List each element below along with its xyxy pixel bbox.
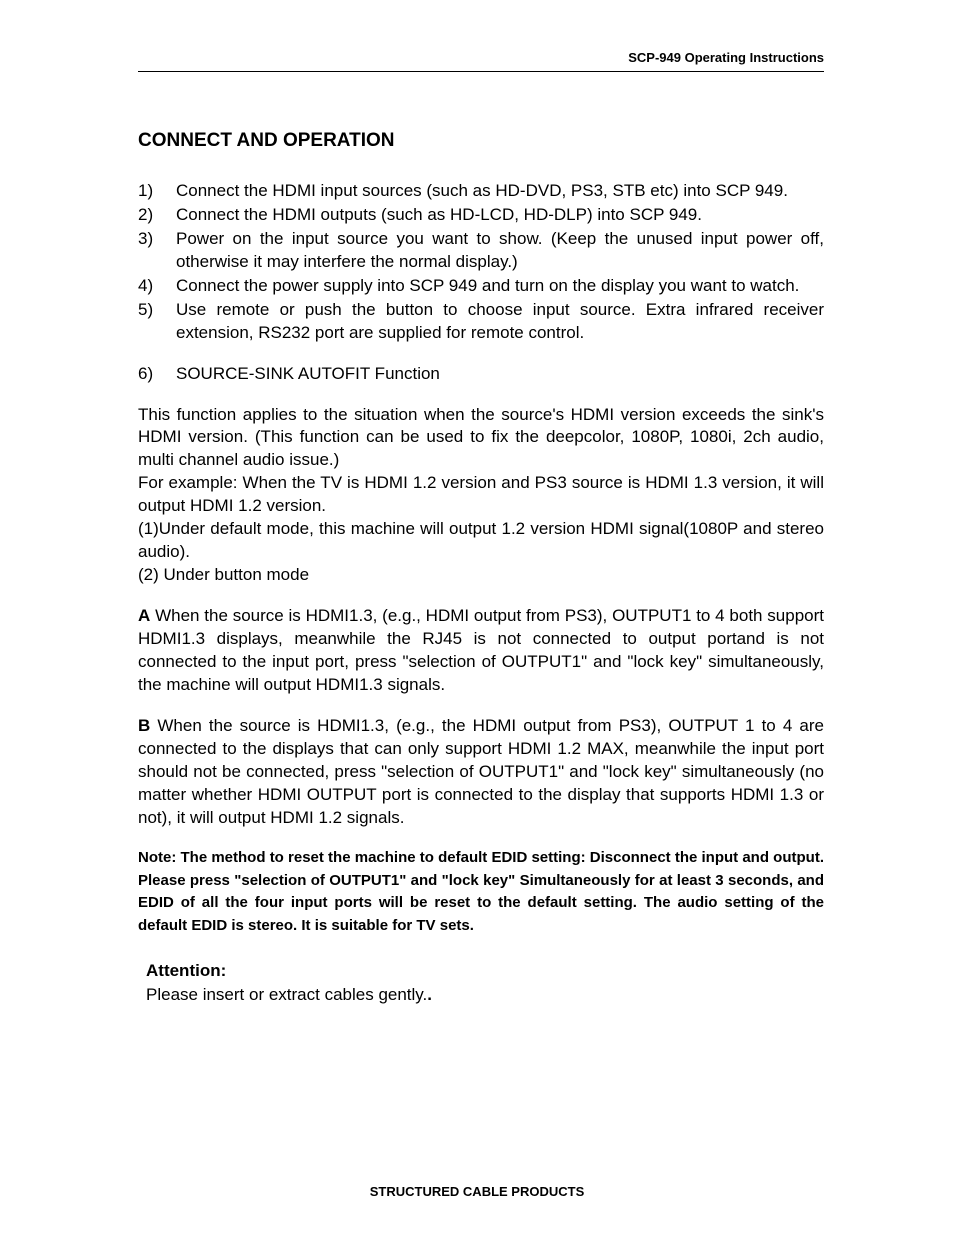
list-item: 6) SOURCE-SINK AUTOFIT Function <box>138 363 824 386</box>
item-number: 4) <box>138 275 176 298</box>
numbered-list: 1) Connect the HDMI input sources (such … <box>138 180 824 386</box>
letter-b-label: B <box>138 716 150 735</box>
item-number: 5) <box>138 299 176 345</box>
list-item: 2) Connect the HDMI outputs (such as HD-… <box>138 204 824 227</box>
body-paragraph: (2) Under button mode <box>138 564 824 587</box>
attention-text: Please insert or extract cables gently.. <box>146 983 824 1007</box>
letter-a-label: A <box>138 606 150 625</box>
lettered-paragraph-b: B When the source is HDMI1.3, (e.g., the… <box>138 715 824 830</box>
page-footer: STRUCTURED CABLE PRODUCTS <box>0 1184 954 1199</box>
item-text: Power on the input source you want to sh… <box>176 228 824 274</box>
document-header: SCP-949 Operating Instructions <box>138 50 824 72</box>
footer-text: STRUCTURED CABLE PRODUCTS <box>370 1184 585 1199</box>
body-paragraph: (1)Under default mode, this machine will… <box>138 518 824 564</box>
letter-b-text: When the source is HDMI1.3, (e.g., the H… <box>138 716 824 827</box>
section-title: CONNECT AND OPERATION <box>138 130 824 152</box>
body-paragraph: For example: When the TV is HDMI 1.2 ver… <box>138 472 824 518</box>
item-text: Connect the HDMI outputs (such as HD-LCD… <box>176 204 824 227</box>
item-text: Use remote or push the button to choose … <box>176 299 824 345</box>
body-block: This function applies to the situation w… <box>138 404 824 588</box>
list-item: 5) Use remote or push the button to choo… <box>138 299 824 345</box>
letter-a-text: When the source is HDMI1.3, (e.g., HDMI … <box>138 606 824 694</box>
item-number: 3) <box>138 228 176 274</box>
note-block: Note: The method to reset the machine to… <box>138 847 824 937</box>
list-item: 1) Connect the HDMI input sources (such … <box>138 180 824 203</box>
item-text: SOURCE-SINK AUTOFIT Function <box>176 363 824 386</box>
item-number: 2) <box>138 204 176 227</box>
page-container: SCP-949 Operating Instructions CONNECT A… <box>0 0 954 1047</box>
lettered-paragraph-a: A When the source is HDMI1.3, (e.g., HDM… <box>138 605 824 697</box>
list-item: 3) Power on the input source you want to… <box>138 228 824 274</box>
item-number: 6) <box>138 363 176 386</box>
attention-label: Attention: <box>146 959 824 983</box>
list-item: 4) Connect the power supply into SCP 949… <box>138 275 824 298</box>
item-text: Connect the power supply into SCP 949 an… <box>176 275 824 298</box>
body-paragraph: This function applies to the situation w… <box>138 404 824 473</box>
item-text: Connect the HDMI input sources (such as … <box>176 180 824 203</box>
header-title: SCP-949 Operating Instructions <box>628 50 824 65</box>
attention-block: Attention: Please insert or extract cabl… <box>146 959 824 1007</box>
item-number: 1) <box>138 180 176 203</box>
